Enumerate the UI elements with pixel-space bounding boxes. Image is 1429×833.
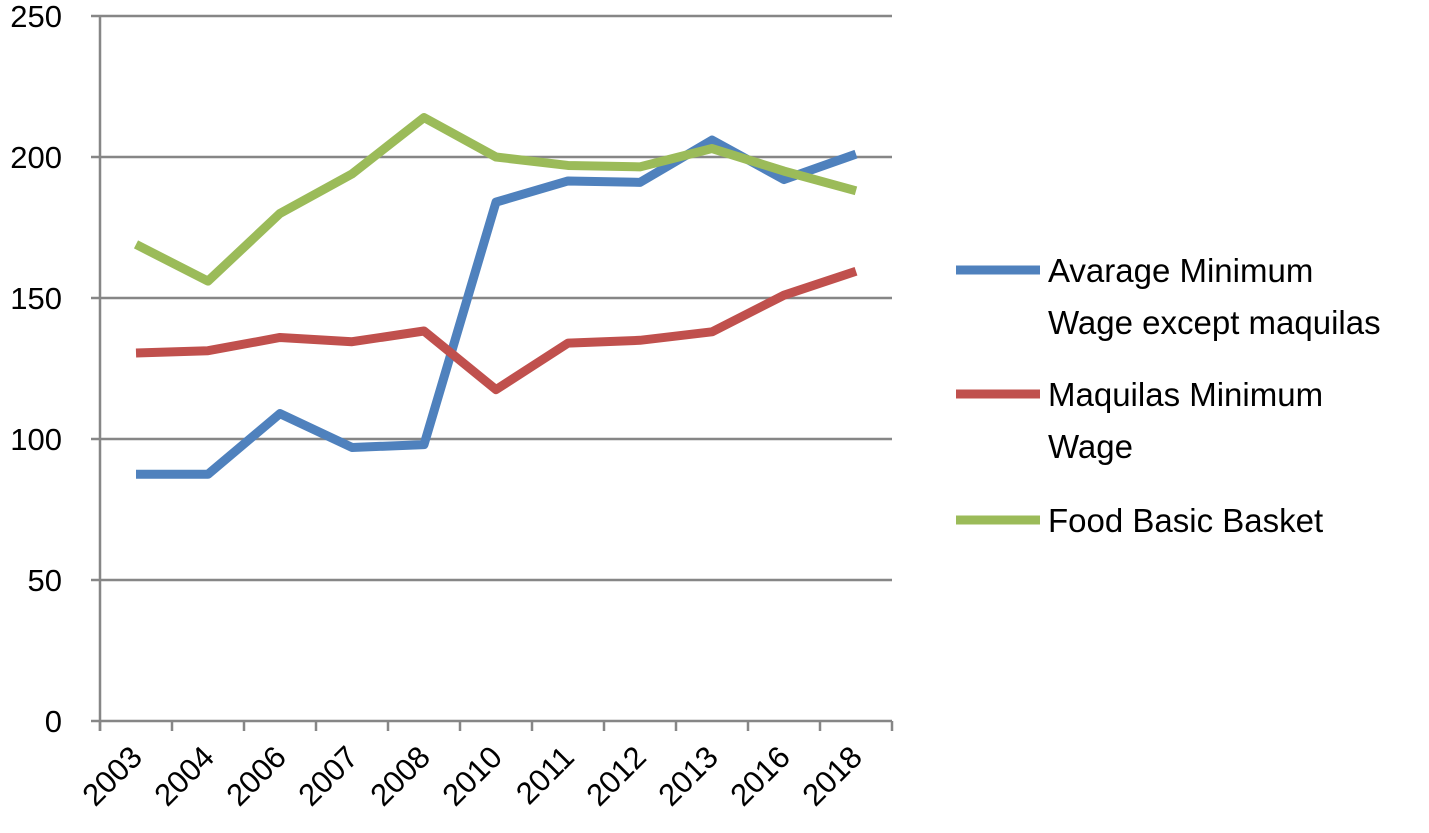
series-line-1 [135,266,858,395]
x-tick-label: 2007 [291,739,365,813]
x-tick-label: 2010 [435,739,509,813]
y-tick-label: 100 [10,422,62,457]
y-axis-ticks: 0 50 100 150 200 250 [10,0,62,739]
x-tick-label: 2006 [219,739,293,813]
x-tick-label: 2018 [795,739,869,813]
axes [91,14,894,731]
x-tick-label: 2012 [579,739,653,813]
y-tick-label: 150 [10,281,62,316]
y-tick-label: 200 [10,140,62,175]
legend-label-0: Wage except maquilas [1048,304,1381,341]
gridlines [100,14,892,582]
y-tick-label: 50 [28,563,62,598]
series-lines [133,113,858,479]
legend-label-1: Maquilas Minimum [1048,376,1323,413]
series-line-2 [133,113,858,286]
x-tick-label: 2016 [723,739,797,813]
legend: Avarage Minimum Wage except maquilas Maqui… [956,252,1381,539]
x-tick-label: 2013 [651,739,725,813]
legend-label-1: Wage [1048,428,1133,465]
y-tick-label: 0 [45,704,62,739]
legend-label-2: Food Basic Basket [1048,502,1323,539]
x-tick-label: 2011 [509,739,581,811]
x-tick-label: 2003 [75,739,149,813]
x-tick-label: 2004 [147,739,221,813]
y-tick-label: 250 [10,0,62,34]
series-line-0 [136,135,858,479]
x-tick-label: 2008 [363,739,437,813]
legend-label-0: Avarage Minimum [1048,252,1313,289]
